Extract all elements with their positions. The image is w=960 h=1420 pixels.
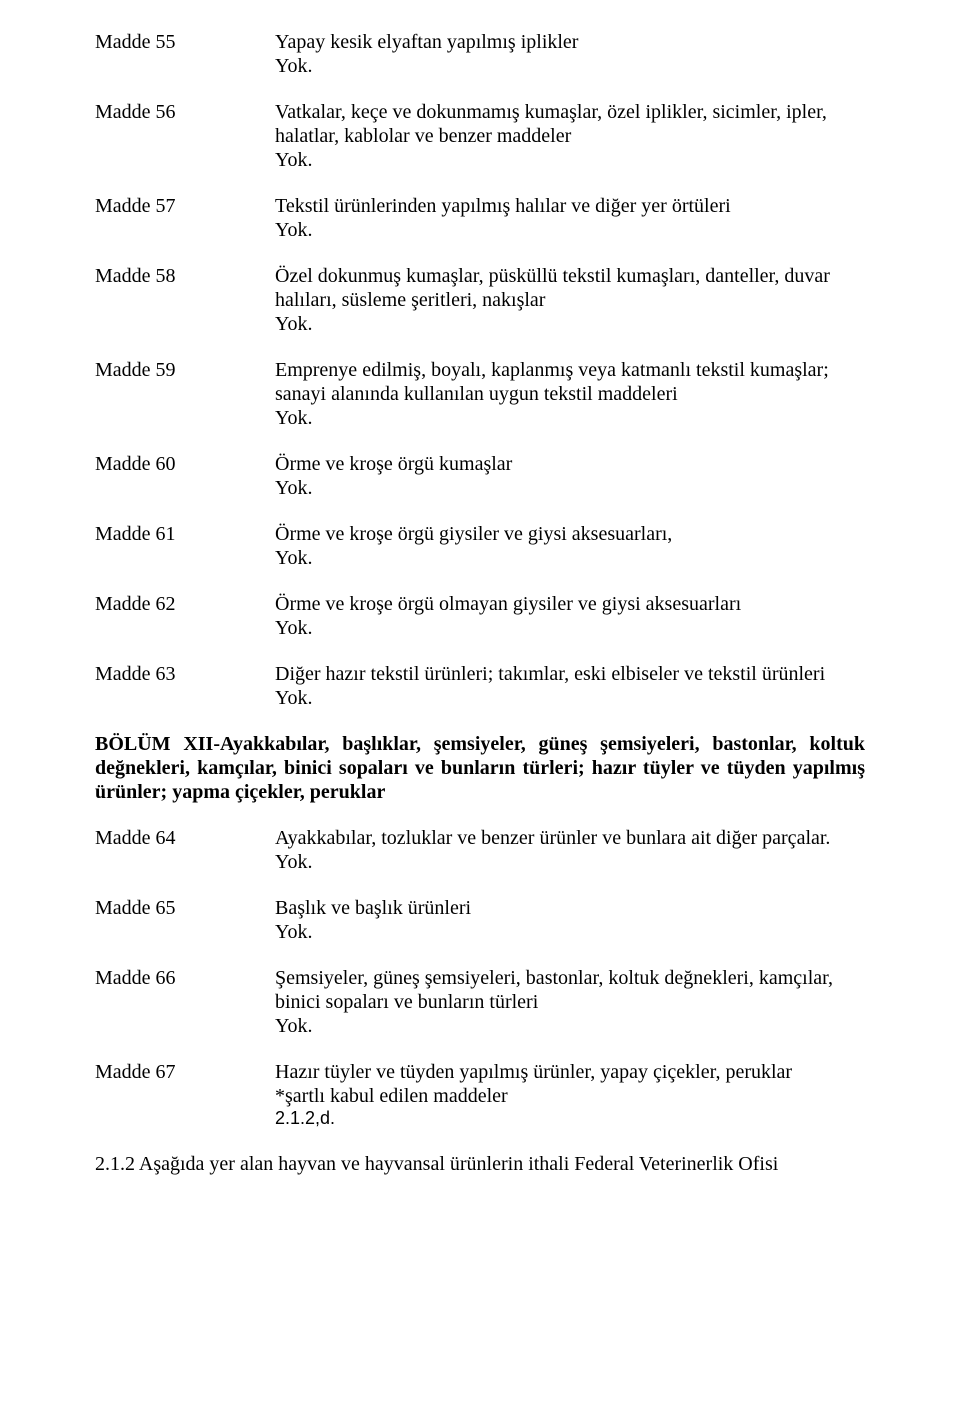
article-line: Yok. [275,1014,865,1038]
article-text: Başlık ve başlık ürünleri Yok. [275,896,865,944]
article-row: Madde 57 Tekstil ürünlerinden yapılmış h… [95,194,865,242]
article-text: Özel dokunmuş kumaşlar, püsküllü tekstil… [275,264,865,336]
article-label: Madde 59 [95,358,275,430]
article-line: Yok. [275,406,865,430]
footer-text: 2.1.2 Aşağıda yer alan hayvan ve hayvans… [95,1152,865,1176]
article-line: Ayakkabılar, tozluklar ve benzer ürünler… [275,826,865,850]
article-line: Yok. [275,312,865,336]
article-line: Yok. [275,616,865,640]
article-row: Madde 55 Yapay kesik elyaftan yapılmış i… [95,30,865,78]
article-line: Emprenye edilmiş, boyalı, kaplanmış veya… [275,358,865,406]
article-line: Yok. [275,54,865,78]
article-line: Yok. [275,546,865,570]
article-line: Tekstil ürünlerinden yapılmış halılar ve… [275,194,865,218]
article-label: Madde 56 [95,100,275,172]
article-text: Örme ve kroşe örgü kumaşlar Yok. [275,452,865,500]
article-line: Vatkalar, keçe ve dokunmamış kumaşlar, ö… [275,100,865,148]
article-row: Madde 61 Örme ve kroşe örgü giysiler ve … [95,522,865,570]
article-text: Örme ve kroşe örgü olmayan giysiler ve g… [275,592,865,640]
article-row: Madde 66 Şemsiyeler, güneş şemsiyeleri, … [95,966,865,1038]
article-text: Emprenye edilmiş, boyalı, kaplanmış veya… [275,358,865,430]
article-label: Madde 57 [95,194,275,242]
article-line: Yok. [275,920,865,944]
article-line: Hazır tüyler ve tüyden yapılmış ürünler,… [275,1060,865,1084]
article-text: Hazır tüyler ve tüyden yapılmış ürünler,… [275,1060,865,1130]
article-label: Madde 63 [95,662,275,710]
article-line: Özel dokunmuş kumaşlar, püsküllü tekstil… [275,264,865,312]
article-row: Madde 64 Ayakkabılar, tozluklar ve benze… [95,826,865,874]
article-text: Tekstil ürünlerinden yapılmış halılar ve… [275,194,865,242]
article-text: Diğer hazır tekstil ürünleri; takımlar, … [275,662,865,710]
article-label: Madde 62 [95,592,275,640]
article-line: Örme ve kroşe örgü kumaşlar [275,452,865,476]
article-text: Şemsiyeler, güneş şemsiyeleri, bastonlar… [275,966,865,1038]
article-text: Vatkalar, keçe ve dokunmamış kumaşlar, ö… [275,100,865,172]
article-line: Diğer hazır tekstil ürünleri; takımlar, … [275,662,865,686]
article-text: Örme ve kroşe örgü giysiler ve giysi aks… [275,522,865,570]
article-text: Yapay kesik elyaftan yapılmış iplikler Y… [275,30,865,78]
article-label: Madde 61 [95,522,275,570]
article-label: Madde 65 [95,896,275,944]
article-row: Madde 63 Diğer hazır tekstil ürünleri; t… [95,662,865,710]
article-row: Madde 60 Örme ve kroşe örgü kumaşlar Yok… [95,452,865,500]
article-row: Madde 62 Örme ve kroşe örgü olmayan giys… [95,592,865,640]
article-label: Madde 60 [95,452,275,500]
article-row: Madde 58 Özel dokunmuş kumaşlar, püsküll… [95,264,865,336]
article-line: Başlık ve başlık ürünleri [275,896,865,920]
article-label: Madde 67 [95,1060,275,1130]
article-line: Yok. [275,686,865,710]
article-label: Madde 55 [95,30,275,78]
article-row: Madde 59 Emprenye edilmiş, boyalı, kapla… [95,358,865,430]
article-line: Yok. [275,476,865,500]
page: Madde 55 Yapay kesik elyaftan yapılmış i… [0,0,960,1176]
section-heading: BÖLÜM XII-Ayakkabılar, başlıklar, şemsiy… [95,732,865,804]
article-text: Ayakkabılar, tozluklar ve benzer ürünler… [275,826,865,874]
article-line: *şartlı kabul edilen maddeler [275,1084,865,1108]
article-line: Yok. [275,218,865,242]
article-row: Madde 65 Başlık ve başlık ürünleri Yok. [95,896,865,944]
article-line: Yok. [275,148,865,172]
article-line: Örme ve kroşe örgü giysiler ve giysi aks… [275,522,865,546]
article-line: Yapay kesik elyaftan yapılmış iplikler [275,30,865,54]
article-label: Madde 64 [95,826,275,874]
article-line: Şemsiyeler, güneş şemsiyeleri, bastonlar… [275,966,865,1014]
article-line: Yok. [275,850,865,874]
article-code: 2.1.2,d. [275,1108,865,1130]
article-row: Madde 67 Hazır tüyler ve tüyden yapılmış… [95,1060,865,1130]
article-row: Madde 56 Vatkalar, keçe ve dokunmamış ku… [95,100,865,172]
article-label: Madde 66 [95,966,275,1038]
article-label: Madde 58 [95,264,275,336]
article-line: Örme ve kroşe örgü olmayan giysiler ve g… [275,592,865,616]
